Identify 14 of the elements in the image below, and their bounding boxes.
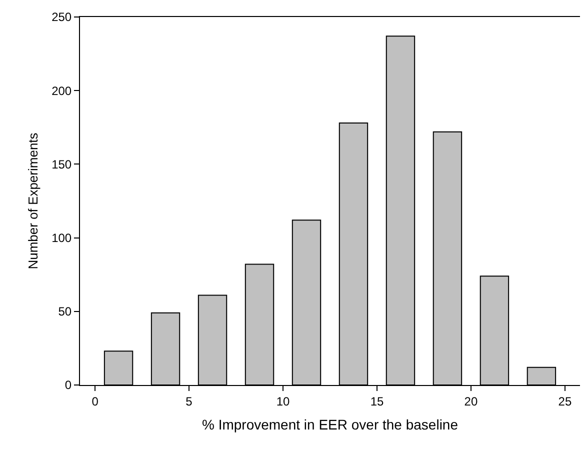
y-tick-label: 0	[64, 378, 72, 392]
y-tick-label: 150	[52, 157, 72, 172]
y-tick-label: 50	[58, 304, 72, 319]
x-tick-label: 5	[186, 394, 193, 408]
x-tick-label: 20	[464, 394, 478, 408]
x-tick-label: 15	[370, 394, 384, 408]
x-tick-label: 10	[276, 394, 290, 408]
y-tick-label: 100	[52, 231, 72, 245]
y-tick-label: 250	[52, 10, 72, 24]
y-axis-title: Number of Experiments	[26, 132, 41, 270]
x-tick-label: 25	[558, 394, 572, 408]
x-tick-label: 0	[92, 394, 99, 408]
y-tick-label: 200	[52, 84, 72, 98]
x-axis-title: % Improvement in EER over the baseline	[202, 416, 458, 433]
